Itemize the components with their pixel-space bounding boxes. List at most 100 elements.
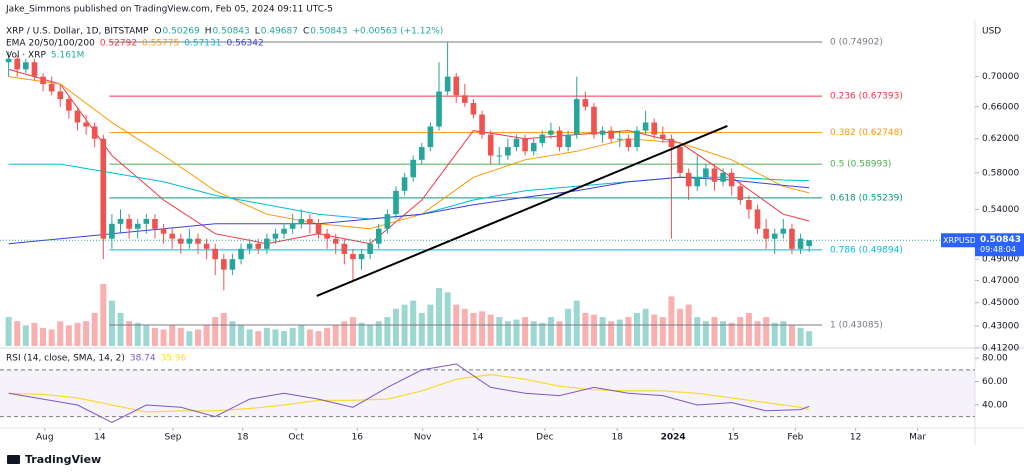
price-tag-box [975, 233, 1024, 257]
volume-bar [246, 329, 253, 346]
candle-body [177, 238, 184, 244]
candle-body [599, 130, 606, 135]
volume-bar [306, 329, 313, 346]
volume-bar [160, 329, 167, 346]
candle-body [608, 130, 614, 139]
volume-bar [177, 327, 184, 346]
candle-body [694, 177, 701, 187]
volume-bar [625, 317, 632, 346]
fib-label: 0.382 (0.62748) [830, 128, 903, 138]
candle-body [634, 130, 640, 148]
volume-bar [289, 327, 296, 346]
candle-body [677, 147, 683, 173]
rsi-y-tick-label: 60.00 [982, 377, 1008, 387]
volume-bar [436, 288, 443, 346]
y-tick-label: 0.43000 [982, 321, 1019, 331]
volume-bar [780, 321, 787, 346]
volume-bar [48, 329, 55, 346]
price-tag-symbol: XRPUSD [943, 236, 976, 245]
volume-bar [513, 319, 520, 346]
candle-body [754, 209, 761, 229]
candle-body [410, 159, 416, 178]
volume-bar [496, 317, 503, 346]
volume-bar [651, 314, 658, 346]
volume-bar [659, 317, 666, 346]
x-tick-label: 15 [728, 433, 739, 443]
candle-body [221, 259, 227, 270]
volume-bar [117, 312, 124, 346]
volume-bar [74, 322, 81, 346]
volume-value: 5.161M [51, 51, 85, 61]
volume-title: Vol · XRP [6, 51, 46, 61]
volume-bar [229, 321, 236, 346]
volume-bar [5, 317, 12, 346]
footer: TradingView [25, 453, 101, 466]
candle-body [496, 155, 503, 157]
candle-body [272, 233, 279, 239]
volume-bar [281, 331, 288, 346]
volume-bar [367, 325, 374, 346]
volume-bar [565, 308, 572, 346]
x-tick-label: Sep [165, 433, 182, 443]
candle-body [660, 134, 666, 139]
volume-bar [530, 321, 537, 346]
candle-body [40, 76, 46, 85]
volume-bar [143, 325, 150, 346]
candle-body [160, 228, 167, 234]
volume-bar [444, 292, 451, 346]
volume-bar [83, 321, 90, 346]
candle-body [74, 110, 81, 123]
volume-bar [720, 321, 727, 346]
volume-bar [57, 321, 64, 346]
candle-body [616, 138, 623, 140]
candle-body [255, 243, 262, 249]
volume-bar [547, 317, 554, 346]
rsi-y-tick-label: 40.00 [982, 400, 1008, 410]
candle-body [195, 238, 201, 244]
fib-label: 0.236 (0.67393) [830, 92, 903, 102]
y-tick-label: 0.47000 [982, 276, 1019, 286]
candle-body [444, 76, 451, 92]
ema-value: 0.52792 [100, 39, 137, 49]
candle-body [720, 172, 726, 182]
volume-bar [763, 317, 770, 346]
volume-bar [14, 321, 21, 346]
candle-body [505, 147, 511, 156]
ohlc-value: 0.50843 [213, 27, 250, 37]
candle-body [642, 122, 649, 131]
volume-bar [100, 284, 107, 346]
candle-body [298, 218, 305, 224]
volume-bar [134, 322, 141, 346]
candle-body [556, 130, 563, 148]
candle-body [66, 99, 72, 111]
y-tick-label: 0.58000 [982, 168, 1019, 178]
volume-bar [522, 317, 529, 346]
volume-bar [341, 321, 348, 346]
ohlc-label: O [154, 27, 161, 37]
candle-body [143, 218, 150, 224]
candle-body [212, 248, 219, 260]
candle-body [91, 126, 98, 139]
candle-body [436, 91, 442, 127]
candle-body [367, 243, 373, 254]
volume-bar [410, 300, 417, 346]
volume-bar [504, 321, 511, 346]
volume-bar [677, 308, 684, 346]
candle-body [324, 233, 330, 239]
y-tick-label: 0.54000 [982, 205, 1019, 215]
candle-body [789, 228, 795, 249]
y-tick-label: 0.41200 [982, 343, 1019, 353]
candle-body [513, 138, 520, 148]
candle-body [728, 172, 735, 187]
x-tick-label: Oct [288, 433, 304, 443]
candle-body [14, 58, 21, 70]
candle-body [186, 238, 193, 244]
header: Jake_Simmons published on TradingView.co… [5, 5, 333, 15]
x-tick-label: 2024 [661, 433, 686, 443]
candle-body [771, 233, 778, 239]
candle-body [453, 76, 460, 96]
candle-body [479, 114, 485, 135]
candle-body [332, 238, 339, 244]
volume-bar [694, 317, 701, 346]
